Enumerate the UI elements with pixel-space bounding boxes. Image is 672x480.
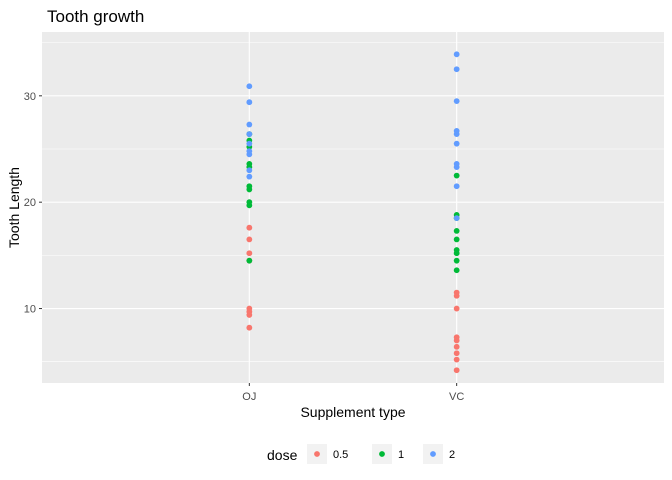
data-point	[453, 305, 460, 312]
data-point	[246, 173, 253, 180]
data-point	[246, 160, 253, 167]
y-axis-ticks: 10 20 30	[24, 91, 42, 316]
data-point	[246, 305, 253, 312]
data-point	[453, 236, 460, 243]
data-point	[453, 228, 460, 234]
data-point	[246, 140, 253, 147]
data-point	[246, 121, 253, 128]
data-point	[453, 66, 460, 73]
data-point	[453, 128, 460, 134]
data-point	[246, 257, 253, 264]
y-tick-label: 10	[24, 304, 36, 316]
legend-label: 1	[398, 449, 404, 461]
y-tick-label: 20	[24, 197, 36, 209]
legend-key-dot	[430, 451, 436, 457]
data-point	[453, 98, 460, 105]
data-point	[246, 236, 253, 243]
data-point	[246, 324, 253, 331]
data-point	[246, 131, 253, 138]
data-point	[246, 183, 253, 190]
data-point	[453, 356, 460, 363]
gridlines	[42, 32, 664, 383]
data-point	[453, 343, 460, 350]
x-axis-ticks: OJ VC	[242, 383, 464, 403]
data-point	[453, 367, 460, 374]
data-point	[453, 51, 460, 58]
y-axis-title: Tooth Length	[6, 167, 22, 248]
data-point	[453, 334, 460, 341]
data-point	[453, 247, 460, 253]
plot-panel	[42, 32, 664, 383]
data-point	[246, 199, 253, 206]
x-tick-label: OJ	[242, 391, 256, 403]
data-point	[453, 183, 460, 190]
data-point	[453, 289, 460, 296]
data-points	[246, 51, 460, 374]
data-point	[453, 172, 460, 179]
data-point	[246, 167, 253, 174]
data-point	[453, 267, 460, 274]
chart-title: Tooth growth	[47, 7, 144, 26]
data-point	[246, 250, 253, 257]
data-point	[453, 215, 460, 222]
data-point	[453, 160, 460, 167]
x-axis-title: Supplement type	[300, 404, 405, 420]
y-tick-label: 30	[24, 91, 36, 103]
legend-key-dot	[379, 451, 385, 457]
legend-label: 2	[449, 449, 455, 461]
legend-title: dose	[267, 447, 298, 463]
x-tick-label: VC	[449, 391, 464, 403]
data-point	[453, 140, 460, 147]
legend: dose 0.5 1 2	[267, 444, 455, 464]
data-point	[246, 83, 253, 90]
data-point	[246, 148, 253, 155]
data-point	[246, 99, 253, 106]
data-point	[246, 224, 253, 231]
legend-key-dot	[314, 451, 320, 457]
data-point	[453, 350, 460, 357]
data-point	[453, 257, 460, 264]
legend-label: 0.5	[333, 449, 348, 461]
